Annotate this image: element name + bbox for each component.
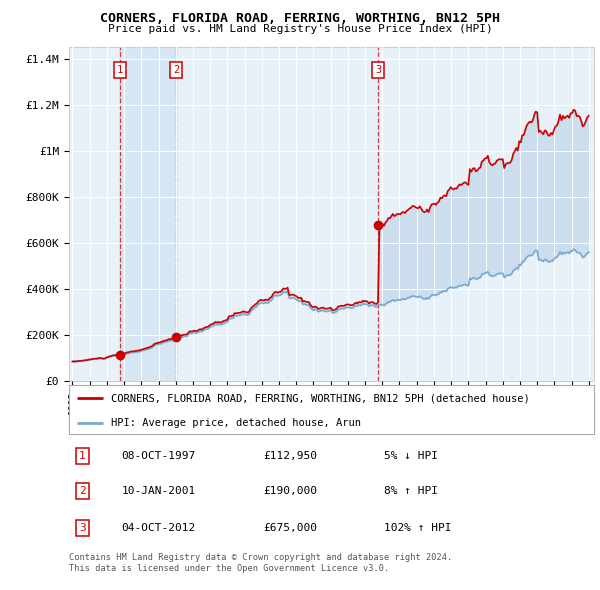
- Text: CORNERS, FLORIDA ROAD, FERRING, WORTHING, BN12 5PH: CORNERS, FLORIDA ROAD, FERRING, WORTHING…: [100, 12, 500, 25]
- Text: Price paid vs. HM Land Registry's House Price Index (HPI): Price paid vs. HM Land Registry's House …: [107, 24, 493, 34]
- Text: 2: 2: [173, 65, 179, 75]
- Text: 1: 1: [116, 65, 123, 75]
- Text: HPI: Average price, detached house, Arun: HPI: Average price, detached house, Arun: [111, 418, 361, 428]
- Text: 3: 3: [375, 65, 381, 75]
- Text: 8% ↑ HPI: 8% ↑ HPI: [384, 486, 438, 496]
- Text: 08-OCT-1997: 08-OCT-1997: [121, 451, 196, 461]
- Text: 2: 2: [79, 486, 86, 496]
- Text: Contains HM Land Registry data © Crown copyright and database right 2024.: Contains HM Land Registry data © Crown c…: [69, 553, 452, 562]
- Text: 04-OCT-2012: 04-OCT-2012: [121, 523, 196, 533]
- Text: This data is licensed under the Open Government Licence v3.0.: This data is licensed under the Open Gov…: [69, 565, 389, 573]
- Text: 1: 1: [79, 451, 86, 461]
- Bar: [120, 47, 176, 381]
- Text: 3: 3: [79, 523, 86, 533]
- Text: £675,000: £675,000: [263, 523, 317, 533]
- Text: CORNERS, FLORIDA ROAD, FERRING, WORTHING, BN12 5PH (detached house): CORNERS, FLORIDA ROAD, FERRING, WORTHING…: [111, 394, 530, 404]
- Text: £112,950: £112,950: [263, 451, 317, 461]
- Text: 10-JAN-2001: 10-JAN-2001: [121, 486, 196, 496]
- Text: £190,000: £190,000: [263, 486, 317, 496]
- Text: 102% ↑ HPI: 102% ↑ HPI: [384, 523, 452, 533]
- Text: 5% ↓ HPI: 5% ↓ HPI: [384, 451, 438, 461]
